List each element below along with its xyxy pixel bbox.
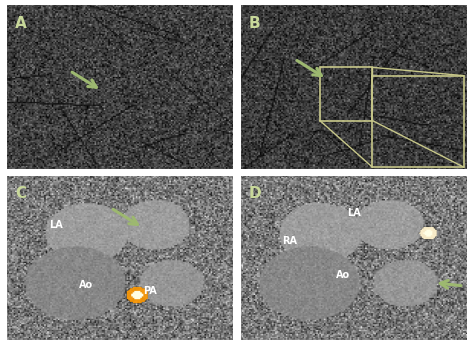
Bar	[373, 76, 464, 167]
Text: LA: LA	[49, 220, 63, 230]
Text: B: B	[249, 16, 261, 31]
Text: A: A	[15, 16, 27, 31]
Text: LA: LA	[347, 208, 361, 218]
Text: D: D	[249, 186, 262, 201]
Text: Ao: Ao	[79, 280, 93, 290]
Text: RA: RA	[283, 236, 298, 246]
Text: C: C	[15, 186, 26, 201]
Bar	[320, 67, 373, 120]
Text: Ao: Ao	[336, 270, 350, 280]
Text: PA: PA	[143, 286, 156, 296]
